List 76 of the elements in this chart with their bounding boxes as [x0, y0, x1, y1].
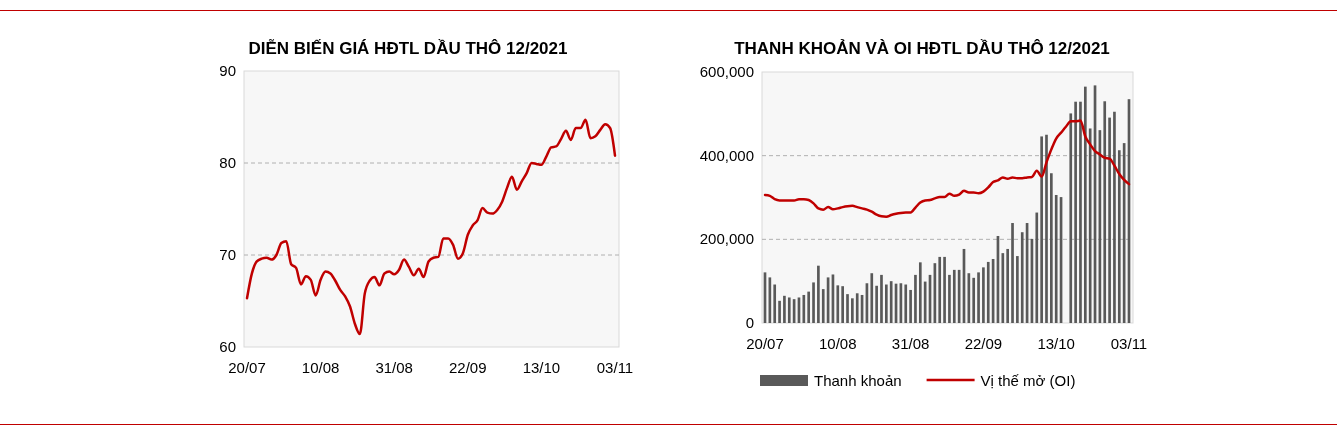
x-tick-label: 20/07: [228, 359, 266, 376]
y-tick-label: 600,000: [699, 63, 754, 80]
y-tick-label: 70: [219, 246, 236, 263]
chart-title: DIỄN BIẾN GIÁ HĐTL DẦU THÔ 12/2021: [248, 39, 568, 58]
bar: [938, 256, 942, 323]
bar: [836, 285, 840, 323]
bar: [885, 284, 888, 323]
x-tick-label: 10/08: [301, 359, 340, 376]
bar: [802, 294, 806, 323]
bar: [1050, 173, 1053, 323]
bar: [1045, 134, 1048, 323]
bar: [1083, 86, 1087, 323]
x-tick-label: 31/08: [891, 335, 930, 352]
bar: [1088, 128, 1092, 323]
bar: [841, 286, 844, 323]
bar: [851, 298, 854, 323]
bar: [821, 289, 825, 323]
bar: [1054, 194, 1058, 323]
legend-label: Vị thế mở (OI): [980, 372, 1076, 389]
x-tick-label: 10/08: [819, 335, 857, 352]
bar: [817, 265, 820, 323]
x-tick-label: 20/07: [746, 335, 784, 352]
x-tick-label: 13/10: [1037, 335, 1075, 352]
bar: [1035, 212, 1039, 323]
y-tick-label: 90: [219, 62, 236, 79]
x-tick-label: 13/10: [522, 359, 561, 376]
bar: [812, 282, 815, 323]
x-tick-label: 22/09: [449, 359, 487, 376]
line-series: [245, 118, 617, 336]
bar: [773, 284, 777, 323]
bar: [855, 293, 859, 323]
bar: [1108, 117, 1111, 323]
bar: [870, 273, 874, 323]
bar: [977, 272, 980, 323]
bar: [889, 281, 893, 323]
bar: [1040, 136, 1043, 323]
y-tick-label: 0: [745, 314, 754, 331]
x-tick-label: 22/09: [964, 335, 1003, 352]
y-tick-label: 400,000: [699, 146, 754, 164]
y-tick-label: 80: [219, 154, 236, 171]
bar: [1074, 101, 1077, 323]
line-series: [763, 119, 1131, 218]
chart-title: THANH KHOẢN VÀ OI HĐTL DẦU THÔ 12/2021: [734, 39, 1110, 58]
bar: [914, 274, 917, 323]
bar: [807, 291, 811, 323]
bar: [918, 262, 922, 323]
bar: [943, 256, 946, 323]
y-tick-label: 60: [219, 338, 236, 355]
bar: [1001, 253, 1005, 323]
bar: [982, 267, 985, 323]
bar: [1113, 111, 1116, 323]
bar: [952, 269, 956, 323]
legend-label: Thanh khoản: [814, 372, 902, 389]
x-tick-label: 31/08: [375, 359, 413, 376]
y-tick-label: 200,000: [699, 230, 754, 248]
bar: [1020, 232, 1024, 323]
bar: [909, 289, 912, 323]
bar: [1011, 223, 1014, 323]
bar: [904, 284, 908, 323]
bar: [880, 274, 883, 323]
bar: [787, 297, 791, 323]
bar: [1079, 101, 1082, 323]
bar: [783, 295, 786, 323]
bar: [1016, 256, 1019, 323]
x-tick-label: 03/11: [596, 359, 634, 376]
bar: [778, 300, 781, 323]
x-tick-label: 03/11: [1110, 335, 1148, 352]
bar: [948, 274, 951, 323]
bar: [846, 294, 849, 323]
bar: [875, 285, 878, 323]
bar: [1006, 248, 1009, 323]
bar: [1069, 113, 1073, 323]
bar: [986, 261, 990, 323]
bar: [1103, 101, 1107, 323]
bar: [1117, 150, 1121, 323]
bar: [972, 277, 976, 323]
